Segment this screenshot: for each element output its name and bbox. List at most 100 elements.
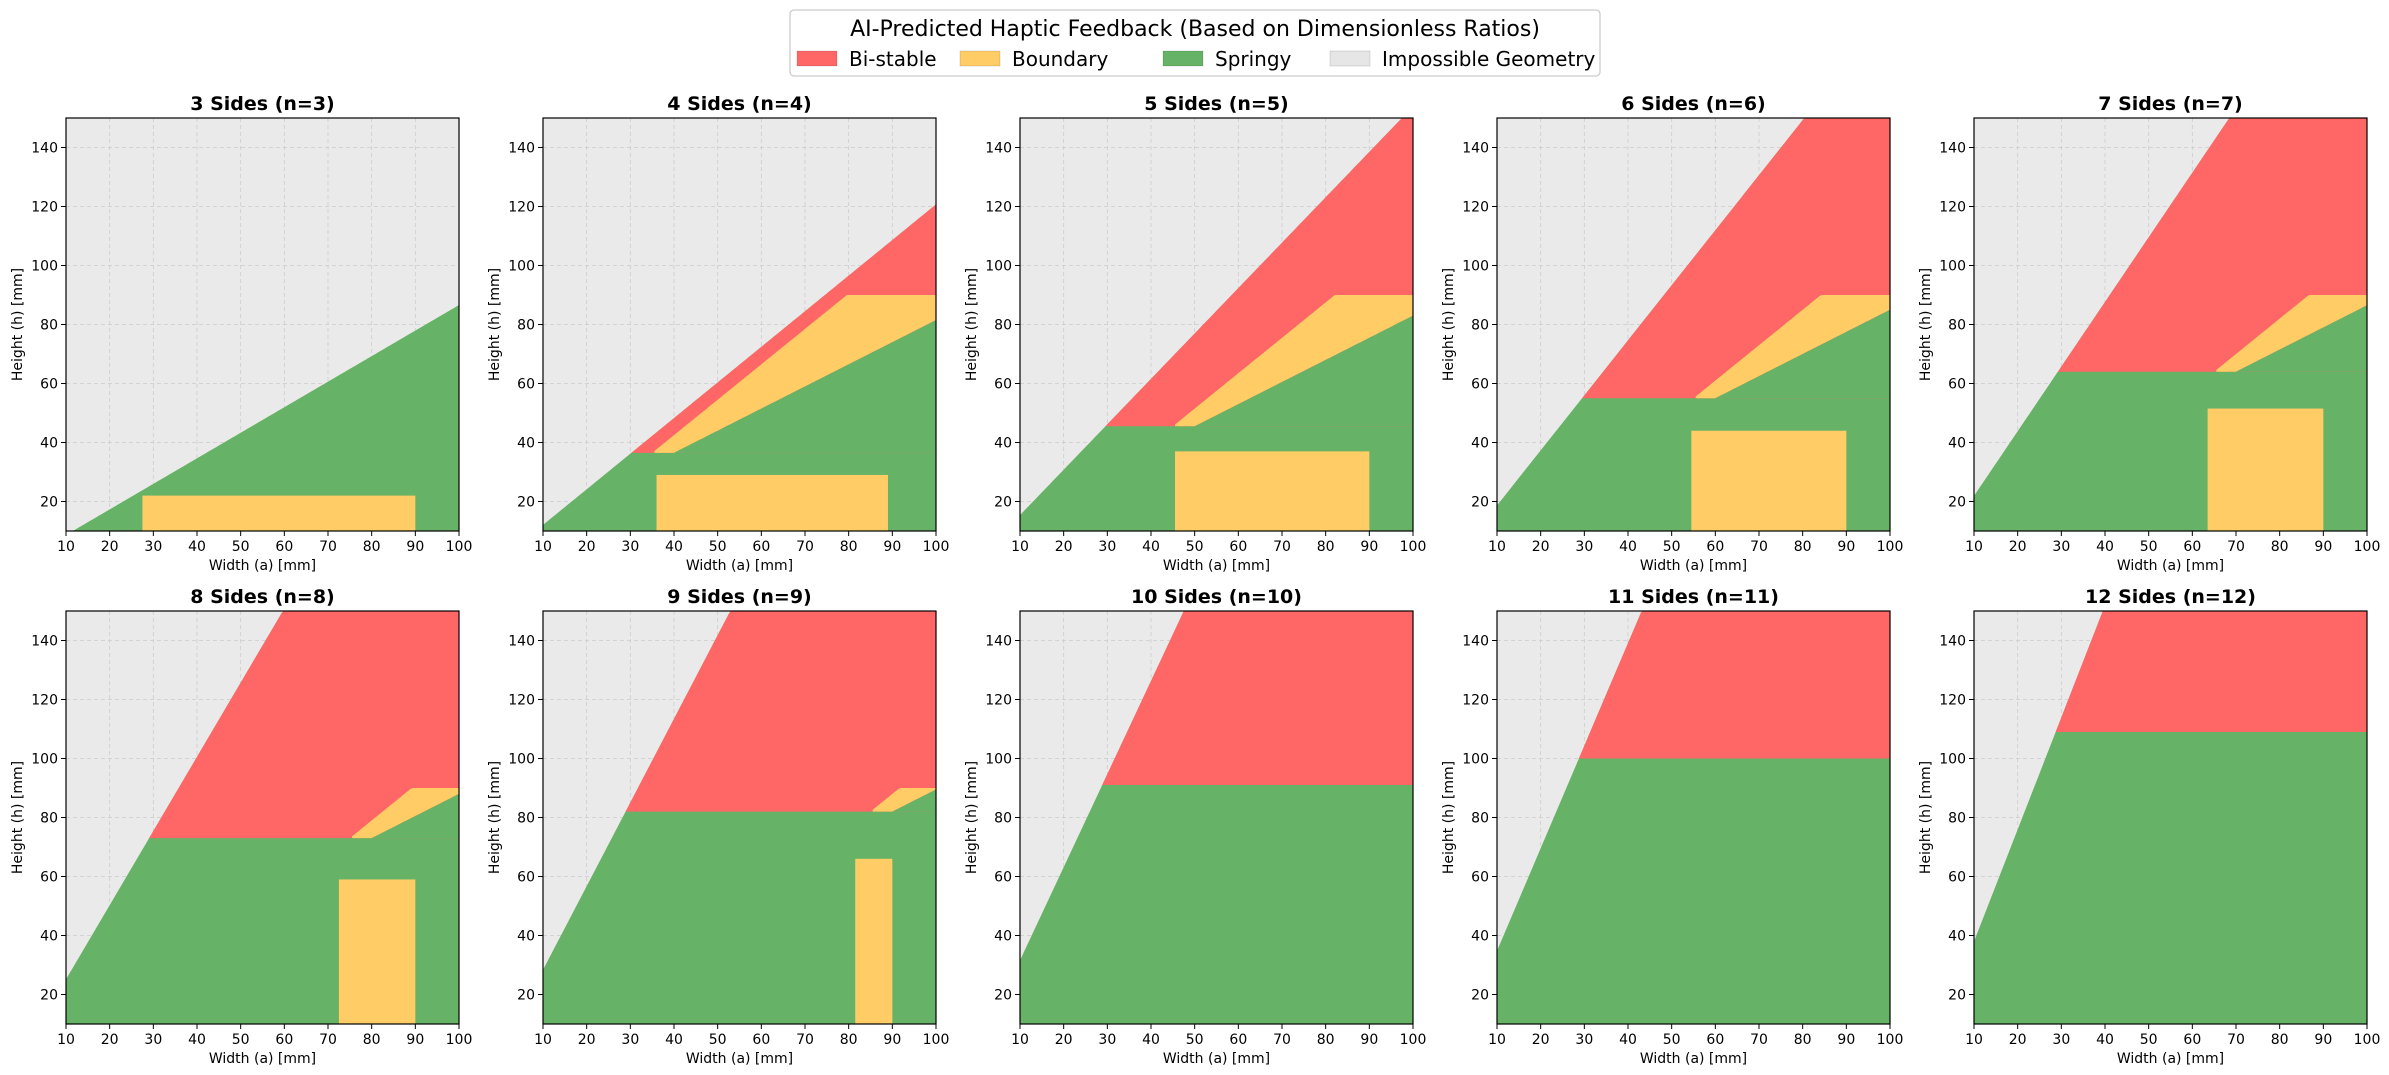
y-tick-label: 60 — [40, 870, 58, 886]
y-tick-label: 80 — [994, 318, 1012, 334]
x-tick-label: 50 — [1186, 1032, 1204, 1048]
y-tick-label: 100 — [31, 752, 58, 768]
chart-panel: 10 20 30 40 50 60 70 80 90 100 20 40 60 80 100 120 140 9 … — [487, 586, 949, 1067]
y-axis-label: Height (h) [mm] — [1441, 761, 1457, 874]
panels: 10 20 30 40 50 60 70 80 90 100 20 40 60 80 100 120 140 3 … — [10, 93, 2380, 1067]
bistable-region — [2055, 611, 2367, 732]
y-tick-label: 120 — [31, 200, 58, 216]
x-tick-label: 100 — [446, 1032, 473, 1048]
x-tick-label: 10 — [57, 539, 75, 555]
y-tick-label: 140 — [508, 634, 535, 650]
boundary-band — [2216, 295, 2367, 372]
y-tick-label: 40 — [517, 436, 535, 452]
x-axis-label: Width (a) [mm] — [1163, 558, 1270, 574]
x-tick-label: 100 — [923, 539, 950, 555]
x-tick-label: 30 — [144, 1032, 162, 1048]
y-tick-label: 120 — [985, 693, 1012, 709]
y-tick-label: 80 — [994, 811, 1012, 827]
x-tick-label: 70 — [319, 539, 337, 555]
y-tick-label: 120 — [508, 693, 535, 709]
x-tick-label: 70 — [2227, 539, 2245, 555]
chart-panel: 10 20 30 40 50 60 70 80 90 100 20 40 60 80 100 120 140 11… — [1441, 586, 1903, 1067]
chart-panel: 10 20 30 40 50 60 70 80 90 100 20 40 60 80 100 120 140 5 … — [964, 93, 1426, 574]
x-tick-label: 50 — [1186, 539, 1204, 555]
regions — [1497, 118, 1890, 531]
y-axis-label: Height (h) [mm] — [10, 761, 26, 874]
x-tick-label: 10 — [1011, 1032, 1029, 1048]
y-tick-label: 100 — [1939, 259, 1966, 275]
y-tick-label: 60 — [1471, 377, 1489, 393]
panel-title: 5 Sides (n=5) — [1144, 93, 1288, 115]
x-tick-label: 10 — [534, 539, 552, 555]
chart-panel: 10 20 30 40 50 60 70 80 90 100 20 40 60 80 100 120 140 7 … — [1918, 93, 2380, 574]
legend-label: Impossible Geometry — [1382, 47, 1596, 71]
x-axis-label: Width (a) [mm] — [209, 1051, 316, 1067]
regions — [1020, 118, 1413, 531]
x-tick-label: 80 — [363, 539, 381, 555]
y-tick-label: 140 — [1939, 141, 1966, 157]
x-tick-label: 20 — [1055, 539, 1073, 555]
y-tick-label: 100 — [985, 259, 1012, 275]
x-tick-label: 40 — [188, 1032, 206, 1048]
y-tick-label: 20 — [1948, 988, 1966, 1004]
y-tick-label: 100 — [508, 752, 535, 768]
chart-panel: 10 20 30 40 50 60 70 80 90 100 20 40 60 80 100 120 140 10… — [964, 586, 1426, 1067]
y-tick-label: 120 — [1939, 693, 1966, 709]
x-tick-label: 10 — [57, 1032, 75, 1048]
x-tick-label: 40 — [665, 539, 683, 555]
x-tick-label: 80 — [363, 1032, 381, 1048]
x-tick-label: 90 — [406, 1032, 424, 1048]
bistable-region — [625, 611, 936, 812]
x-tick-label: 30 — [1575, 539, 1593, 555]
x-tick-label: 30 — [2052, 1032, 2070, 1048]
y-tick-label: 40 — [517, 929, 535, 945]
chart-panel: 10 20 30 40 50 60 70 80 90 100 20 40 60 80 100 120 140 6 … — [1441, 93, 1903, 574]
boundary-band — [1175, 295, 1413, 427]
y-axis-label: Height (h) [mm] — [964, 268, 980, 381]
y-axis-label: Height (h) [mm] — [487, 761, 503, 874]
x-tick-label: 100 — [446, 539, 473, 555]
x-tick-label: 50 — [709, 1032, 727, 1048]
y-axis-label: Height (h) [mm] — [10, 268, 26, 381]
springy-region — [66, 305, 459, 531]
x-tick-label: 40 — [2096, 539, 2114, 555]
springy-region — [1715, 309, 1890, 399]
legend-label: Bi-stable — [849, 47, 937, 71]
legend-label: Boundary — [1012, 47, 1108, 71]
x-axis-label: Width (a) [mm] — [1640, 1051, 1747, 1067]
panel-title: 6 Sides (n=6) — [1621, 93, 1765, 115]
boundary-band — [352, 788, 459, 839]
boundary-band — [654, 295, 936, 453]
boundary-rect — [1175, 451, 1370, 531]
x-tick-label: 90 — [2314, 1032, 2332, 1048]
y-tick-label: 120 — [985, 200, 1012, 216]
y-tick-label: 20 — [994, 495, 1012, 511]
x-tick-label: 50 — [2140, 1032, 2158, 1048]
boundary-rect — [1691, 430, 1847, 531]
legend-label: Springy — [1215, 47, 1292, 71]
bistable-region — [2057, 118, 2367, 372]
y-tick-label: 40 — [40, 929, 58, 945]
x-tick-label: 90 — [1360, 1032, 1378, 1048]
y-tick-label: 140 — [985, 141, 1012, 157]
boundary-rect — [656, 474, 888, 531]
x-tick-label: 30 — [144, 539, 162, 555]
legend: AI-Predicted Haptic Feedback (Based on D… — [789, 9, 1601, 77]
x-tick-label: 20 — [101, 1032, 119, 1048]
regions — [66, 305, 459, 531]
boundary-rect — [2207, 408, 2324, 531]
x-tick-label: 80 — [1794, 539, 1812, 555]
x-tick-label: 30 — [1098, 1032, 1116, 1048]
y-tick-label: 40 — [1948, 929, 1966, 945]
x-tick-label: 80 — [1794, 1032, 1812, 1048]
y-tick-label: 40 — [1471, 929, 1489, 945]
y-tick-label: 20 — [517, 988, 535, 1004]
x-tick-label: 40 — [1142, 1032, 1160, 1048]
y-tick-label: 80 — [40, 318, 58, 334]
legend-swatch — [1329, 50, 1371, 67]
springy-region — [892, 789, 936, 812]
x-tick-label: 50 — [232, 539, 250, 555]
y-tick-label: 140 — [508, 141, 535, 157]
bistable-region — [1102, 611, 1413, 786]
y-tick-label: 40 — [994, 436, 1012, 452]
